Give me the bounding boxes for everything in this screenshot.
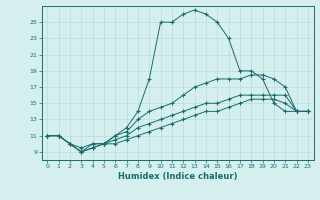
X-axis label: Humidex (Indice chaleur): Humidex (Indice chaleur)	[118, 172, 237, 181]
